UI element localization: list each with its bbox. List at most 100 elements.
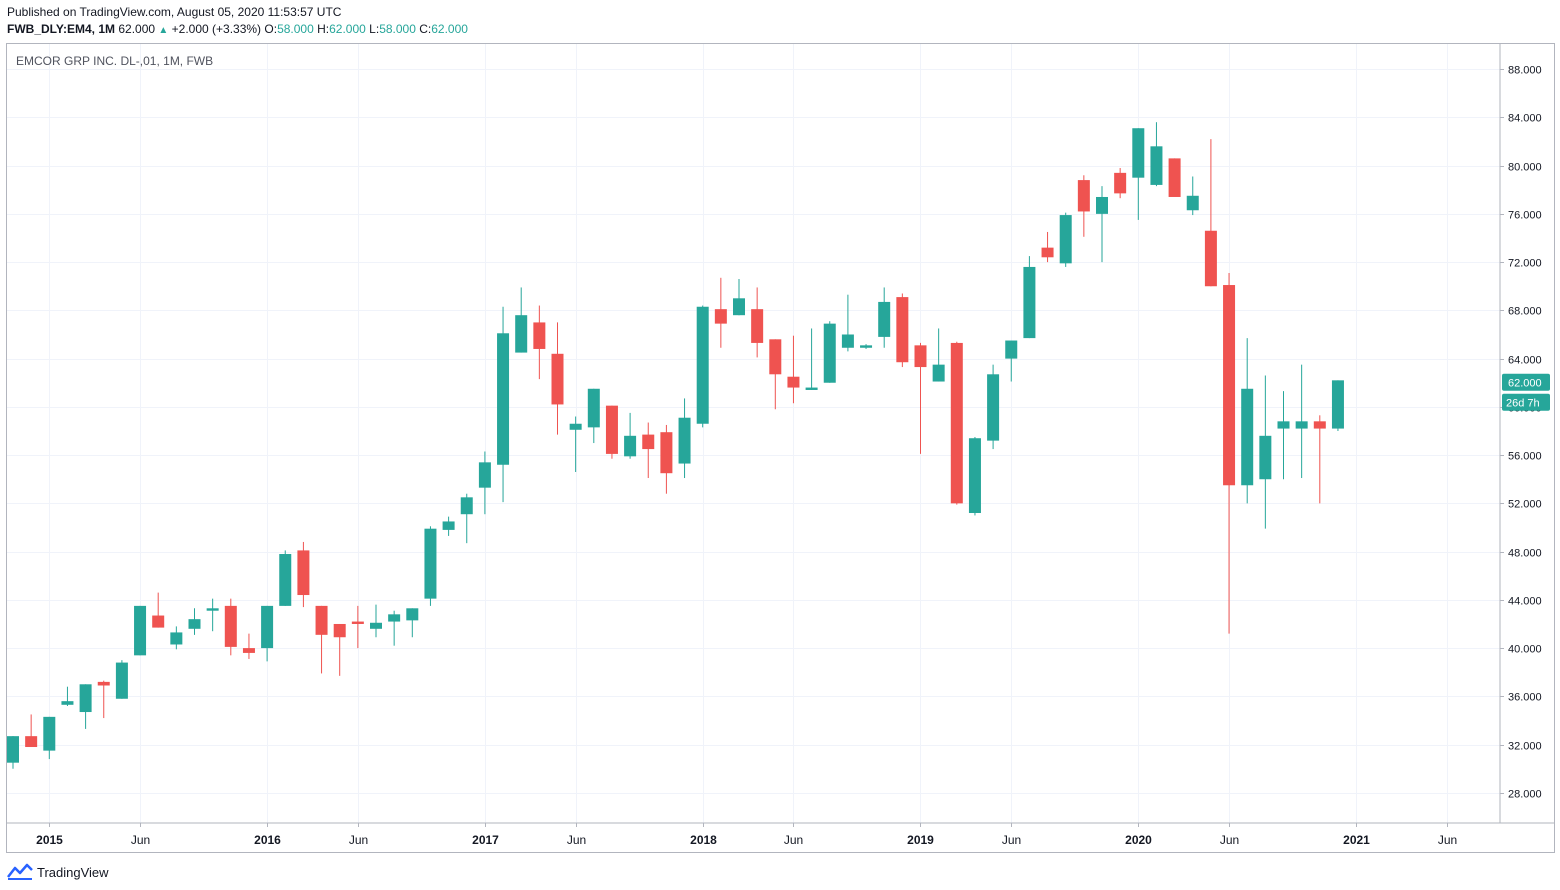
candle	[1059, 212, 1072, 267]
candle-body	[896, 297, 909, 363]
candle	[914, 342, 927, 454]
price-tick-label: 80.000	[1508, 162, 1542, 174]
open-label: O:	[264, 22, 278, 36]
candle	[1295, 364, 1308, 479]
candle	[678, 398, 691, 479]
candle-body	[841, 334, 854, 348]
candle	[297, 541, 310, 608]
candle-body	[79, 684, 92, 713]
candle-body	[351, 621, 364, 624]
time-tick-label: 2020	[1125, 833, 1152, 847]
candle	[1331, 380, 1344, 431]
candle-body	[1132, 128, 1145, 178]
candle-body	[25, 736, 38, 748]
tradingview-logo-icon	[7, 863, 33, 880]
candle	[696, 305, 709, 428]
countdown-marker	[1502, 393, 1550, 411]
countdown-text: 26d 7h	[1506, 398, 1540, 410]
candle	[569, 416, 582, 472]
candle-body	[769, 339, 782, 375]
candle-body	[678, 417, 691, 464]
time-tick-label: 2021	[1343, 833, 1370, 847]
tradingview-footer[interactable]: TradingView	[7, 862, 109, 882]
low-label: L:	[369, 22, 380, 36]
candle	[896, 293, 909, 368]
candle-body	[860, 345, 873, 348]
low-value: 58.000	[379, 22, 416, 36]
candle	[1077, 175, 1090, 237]
candle	[968, 437, 981, 516]
price-tick-label: 64.000	[1508, 355, 1542, 367]
candle	[242, 633, 255, 659]
candle-body	[515, 315, 528, 353]
price-tick-label: 40.000	[1508, 644, 1542, 656]
candle	[1204, 139, 1217, 287]
candle	[751, 287, 764, 358]
candle-body	[1331, 380, 1344, 429]
candle-body	[968, 438, 981, 514]
candle	[7, 736, 19, 769]
time-axis: 2015 Jun 2016 Jun 2017 Jun 2018 Jun 2019 Jun 2020 J…	[36, 823, 1457, 847]
candle	[714, 277, 727, 348]
candle	[860, 344, 873, 349]
time-tick-label: 2018	[690, 833, 717, 847]
candle	[587, 388, 600, 444]
tradingview-brand: TradingView	[37, 864, 109, 880]
candle	[823, 321, 836, 383]
candle	[769, 339, 782, 410]
up-triangle-icon: ▲	[158, 25, 169, 36]
candle-body	[388, 614, 401, 622]
candle-body	[1059, 215, 1072, 264]
candle-body	[1295, 421, 1308, 429]
candle-body	[152, 615, 165, 628]
price-tick-label: 52.000	[1508, 499, 1542, 511]
candle	[279, 550, 292, 606]
price-tick-label: 68.000	[1508, 306, 1542, 318]
candle-body	[1204, 230, 1217, 287]
candle	[188, 608, 201, 635]
candle-body	[1005, 340, 1018, 359]
high-value: 62.000	[329, 22, 366, 36]
time-tick-label: 2015	[36, 833, 63, 847]
last-price-label: 62.000 26d 7h	[1502, 373, 1550, 411]
time-tick-label: Jun	[1220, 833, 1239, 847]
candle-body	[1023, 266, 1036, 339]
candle	[1168, 158, 1181, 197]
price-axis: 88.000 84.000 80.000 76.000 72.000 68.000 64.0…	[1500, 65, 1542, 801]
candle-body	[696, 306, 709, 424]
candle	[1259, 375, 1272, 529]
candle	[134, 605, 147, 656]
price-tick-label: 28.000	[1508, 789, 1542, 801]
price-tick-label: 36.000	[1508, 692, 1542, 704]
candle	[206, 598, 219, 632]
last-price: 62.000	[118, 22, 156, 36]
candle-body	[624, 435, 637, 457]
candle	[460, 493, 473, 544]
close-value: 62.000	[431, 22, 468, 36]
candle-body	[170, 632, 183, 645]
candle-body	[333, 623, 346, 638]
candle	[533, 305, 546, 380]
candle-body	[406, 608, 419, 621]
close-label: C:	[419, 22, 432, 36]
candle-body	[533, 322, 546, 349]
chart-frame[interactable]	[6, 43, 1555, 853]
time-tick-label: Jun	[349, 833, 368, 847]
price-change: +2.000 (+3.33%)	[171, 22, 262, 36]
candle	[987, 364, 1000, 450]
candle	[152, 592, 165, 628]
candle-body	[134, 605, 147, 656]
candle-body	[424, 528, 437, 599]
candle	[478, 451, 491, 515]
candle	[424, 526, 437, 606]
candle-body	[460, 497, 473, 515]
candle	[115, 660, 128, 699]
candle-body	[1313, 421, 1326, 429]
candle	[1096, 186, 1108, 263]
candle	[1041, 231, 1054, 263]
candle-body	[115, 662, 128, 699]
price-tick-label: 48.000	[1508, 548, 1542, 560]
time-tick-label: Jun	[567, 833, 586, 847]
candle-body	[370, 622, 382, 629]
